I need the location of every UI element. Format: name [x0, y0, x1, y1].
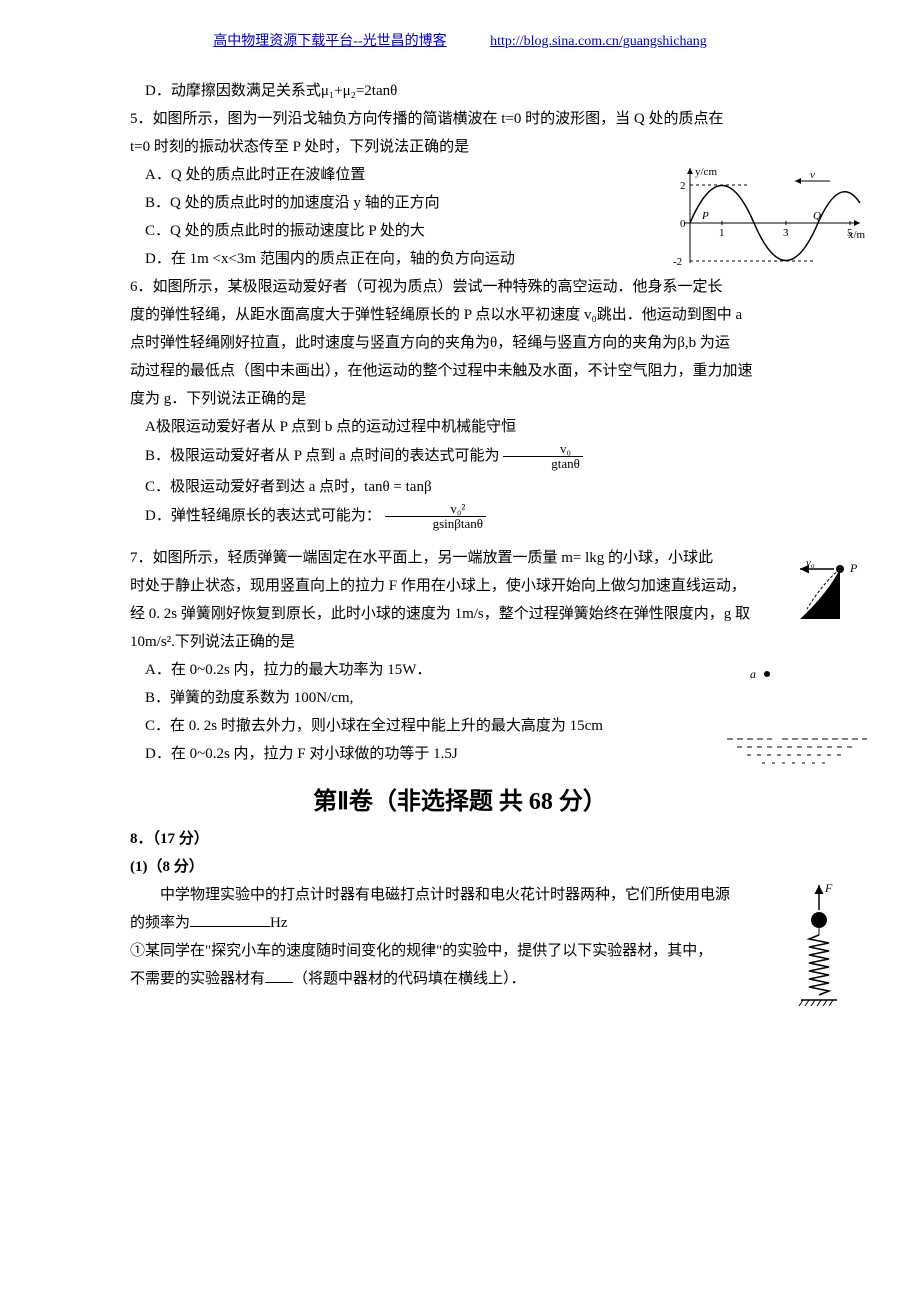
q8-p1-head: (1)（8 分） — [100, 854, 820, 880]
q6-s1: 6．如图所示，某极限运动爱好者（可视为质点）尝试一种特殊的高空运动．他身系一定长 — [100, 274, 820, 300]
page-header: 高中物理资源下载平台--光世昌的博客 http://blog.sina.com.… — [100, 30, 820, 50]
q6-s4: 动过程的最低点（图中未画出），在他运动的整个过程中未触及水面，不计空气阻力，重力… — [100, 358, 820, 384]
q8-p1-s2-post: Hz — [270, 915, 288, 931]
header-link-url[interactable]: http://blog.sina.com.cn/guangshichang — [490, 34, 707, 49]
q6-s3: 点时弹性轻绳刚好拉直，此时速度与竖直方向的夹角为θ，轻绳与竖直方向的夹角为β,b… — [100, 330, 820, 356]
wave-x5: 5 — [847, 227, 853, 239]
q6-optB-text: B．极限运动爱好者从 P 点到 a 点时间的表达式可能为 — [145, 448, 499, 464]
wave-Q: Q — [813, 210, 821, 222]
wave-ym2: -2 — [673, 256, 682, 268]
q8-p1-s2-pre: 的频率为 — [130, 915, 190, 931]
q5-stem1: 5．如图所示，图为一列沿戈轴负方向传播的简谐横波在 t=0 时的波形图，当 Q … — [100, 106, 820, 132]
section2-title: 第Ⅱ卷（非选择题 共 68 分） — [100, 781, 820, 816]
q6-optB: B．极限运动爱好者从 P 点到 a 点时间的表达式可能为 v₀ gtanθ — [100, 442, 820, 472]
q8-head: 8．（17 分） — [100, 826, 820, 852]
jump-a: a — [750, 667, 756, 681]
wave-x3: 3 — [783, 227, 789, 239]
q6-optD: D．弹性轻绳原长的表达式可能为： v₀² gsinβtanθ — [100, 502, 820, 532]
wave-y2: 2 — [680, 180, 686, 192]
q6-optD-den: gsinβtanθ — [385, 517, 486, 531]
q6-s2: 度的弹性轻绳，从距水面高度大于弹性轻绳原长的 P 点以水平初速度 v₀跳出．他运… — [100, 302, 820, 328]
q7-s2: 时处于静止状态，现用竖直向上的拉力 F 作用在小球上，使小球开始向上做匀加速直线… — [100, 573, 820, 599]
q7-optC: C．在 0. 2s 时撤去外力，则小球在全过程中能上升的最大高度为 15cm — [100, 713, 820, 739]
q6-optD-num: v₀² — [385, 502, 486, 517]
wave-ylabel: y/cm — [695, 166, 717, 178]
q8-blank-freq[interactable] — [190, 911, 270, 928]
q8-p1-s4-pre: 不需要的实验器材有 — [130, 971, 265, 987]
wave-y0: 0 — [680, 218, 686, 230]
q8-p1-s1: 中学物理实验中的打点计时器有电磁打点计时器和电火花计时器两种，它们所使用电源 — [100, 882, 820, 908]
q6-s5: 度为 g．下列说法正确的是 — [100, 386, 820, 412]
q7-s3: 经 0. 2s 弹簧刚好恢复到原长，此时小球的速度为 1m/s，整个过程弹簧始终… — [100, 601, 820, 627]
q7-optB: B．弹簧的劲度系数为 100N/cm, — [100, 685, 820, 711]
q6-optB-frac: v₀ gtanθ — [503, 442, 583, 472]
jump-v0: v₀ — [806, 557, 815, 569]
q5-wave-figure: y/cm x/m 2 0 -2 1 3 5 P Q v — [665, 163, 865, 273]
q6-optD-frac: v₀² gsinβtanθ — [385, 502, 486, 532]
q6-jump-figure: P v₀ a — [722, 554, 872, 774]
q7-s4: 10m/s².下列说法正确的是 — [100, 629, 820, 655]
q7-spring-figure: F — [797, 880, 842, 1010]
q8-p1-s2: 的频率为 Hz — [100, 910, 820, 936]
q8-p1-s4: 不需要的实验器材有 （将题中器材的代码填在横线上）． — [100, 966, 820, 992]
q4-optD: D．动摩擦因数满足关系式μ₁+μ₂=2tanθ — [100, 78, 820, 104]
jump-P: P — [849, 561, 858, 575]
q6-optB-den: gtanθ — [503, 457, 583, 471]
wave-x1: 1 — [719, 227, 725, 239]
q7-s1: 7．如图所示，轻质弹簧一端固定在水平面上，另一端放置一质量 m= lkg 的小球… — [100, 545, 820, 571]
header-link-blog[interactable]: 高中物理资源下载平台--光世昌的博客 — [213, 34, 446, 49]
wave-v: v — [810, 169, 815, 181]
q7-optD: D．在 0~0.2s 内，拉力 F 对小球做的功等于 1.5J — [100, 741, 820, 767]
q6-optC: C．极限运动爱好者到达 a 点时，tanθ = tanβ — [100, 474, 820, 500]
q6-optB-num: v₀ — [503, 442, 583, 457]
q8-blank-equip[interactable] — [265, 967, 293, 984]
q8-p1-s4-post: （将题中器材的代码填在横线上）． — [293, 971, 526, 987]
q8-p1-s3: ①某同学在"探究小车的速度随时间变化的规律"的实验中，提供了以下实验器材，其中， — [100, 938, 820, 964]
spring-F: F — [824, 881, 833, 895]
q6-optD-text: D．弹性轻绳原长的表达式可能为： — [145, 508, 381, 524]
q5-stem2: t=0 时刻的振动状态传至 P 处时，下列说法正确的是 — [100, 134, 820, 160]
q6-optA: A极限运动爱好者从 P 点到 b 点的运动过程中机械能守恒 — [100, 414, 820, 440]
q7-optA: A．在 0~0.2s 内，拉力的最大功率为 15W． — [100, 657, 820, 683]
wave-P: P — [701, 210, 709, 222]
